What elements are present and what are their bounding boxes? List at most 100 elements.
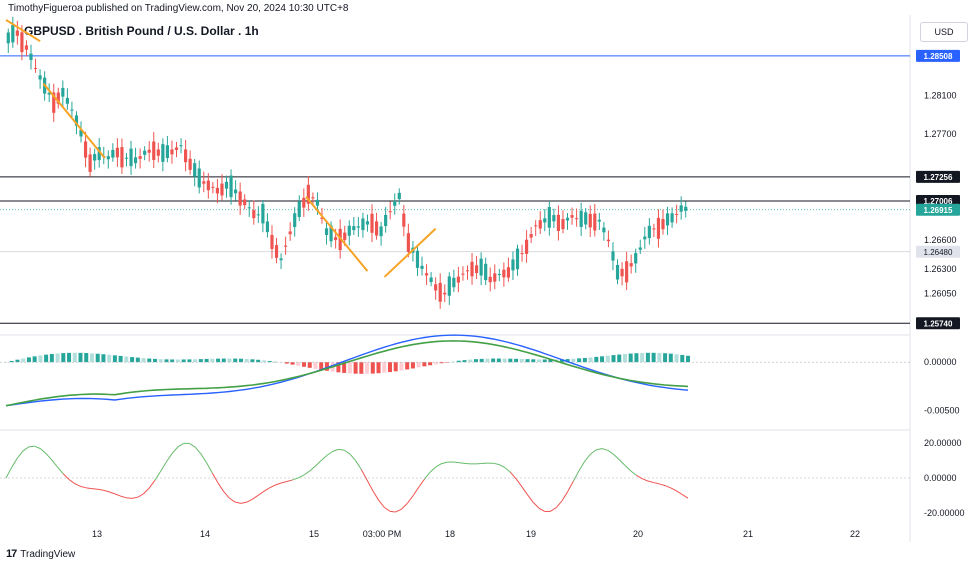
candle-body: [443, 292, 447, 295]
footer-brand[interactable]: 17 TradingView: [6, 548, 75, 560]
candle-body: [70, 109, 74, 111]
oscillator-segment: [406, 495, 414, 504]
histogram-bar: [514, 358, 519, 363]
price-label: 1.25740: [924, 319, 953, 328]
oscillator-segment: [51, 459, 58, 468]
oscillator-segment: [252, 494, 259, 500]
oscillator-segment: [607, 449, 614, 455]
oscillator-segment: [154, 470, 162, 481]
time-axis[interactable]: 13 14 15 03:00 PM 18 19 20 21 22: [92, 529, 860, 539]
oscillator-segment: [498, 464, 505, 468]
oscillator-segment: [561, 491, 569, 502]
oscillator-segment: [555, 500, 563, 509]
candle-body: [488, 276, 492, 283]
oscillator-pane-2[interactable]: [0, 442, 910, 513]
oscillator-segment: [298, 474, 305, 479]
histogram-bar: [101, 354, 106, 363]
candle-body: [461, 273, 465, 275]
histogram-bar: [336, 362, 341, 373]
candle-body: [529, 234, 533, 238]
histogram-bar: [428, 362, 433, 366]
oscillator-segment: [641, 478, 649, 482]
candle-body: [379, 226, 383, 237]
price-axis[interactable]: 1.28508 1.27256 1.27006 1.25740 1.26915 1.264…: [916, 49, 965, 518]
histogram-bar: [233, 358, 238, 363]
oscillator-pane-1[interactable]: [0, 334, 910, 407]
currency-button[interactable]: USD: [920, 22, 968, 42]
histogram-bar: [640, 352, 645, 363]
candle-body: [115, 147, 119, 158]
trendline: [383, 227, 437, 278]
candle-body: [279, 258, 283, 261]
oscillator-segment: [429, 466, 437, 473]
histogram-bar: [342, 362, 347, 373]
candle-body: [675, 213, 679, 215]
histogram-bar: [393, 362, 398, 372]
oscillator-segment: [435, 463, 442, 468]
histogram-bar: [531, 359, 536, 363]
histogram-bar: [577, 358, 582, 363]
price-label: 1.27256: [924, 173, 953, 182]
histogram-bar: [686, 355, 690, 363]
candle-body: [347, 225, 351, 236]
oscillator-segment: [653, 482, 660, 485]
oscillator-segment: [320, 455, 328, 461]
oscillator-segment: [343, 449, 351, 455]
oscillator-segment: [647, 480, 654, 484]
candle-body: [297, 201, 301, 217]
candle-body: [538, 220, 542, 229]
oscillator-segment: [22, 446, 30, 452]
candle-body: [579, 210, 583, 227]
candle-body: [311, 197, 315, 199]
histogram-bar: [61, 353, 66, 363]
oscillator-segment: [372, 490, 379, 501]
histogram-bar: [181, 359, 186, 363]
candle-body: [106, 156, 110, 160]
candle-body: [315, 199, 320, 206]
candle-body: [647, 225, 651, 239]
candle-body: [493, 273, 497, 282]
histogram-bar: [542, 359, 547, 363]
candle-body: [470, 261, 474, 277]
candle-body: [352, 226, 356, 231]
candle-body: [361, 218, 365, 231]
candle-body: [24, 45, 29, 50]
candle-body: [165, 145, 169, 159]
histogram-bar: [38, 355, 43, 363]
time-tick-label: 13: [92, 529, 102, 539]
histogram-bar: [238, 358, 243, 363]
oscillator-segment: [338, 448, 345, 451]
price-tick-label: 1.26300: [924, 264, 957, 274]
histogram-bar: [479, 358, 484, 363]
candle-body: [565, 217, 570, 221]
candle-body: [434, 284, 438, 291]
candle-body: [547, 207, 551, 228]
histogram-bar: [273, 361, 278, 363]
oscillator-segment: [57, 466, 64, 475]
oscillator-segment: [108, 491, 116, 495]
oscillator-segment: [5, 467, 13, 479]
histogram-bar: [124, 356, 129, 363]
candle-body: [324, 228, 329, 235]
candle-body: [465, 270, 470, 272]
oscillator-segment: [332, 448, 339, 452]
histogram-bar: [135, 357, 140, 363]
price-pane[interactable]: [0, 16, 910, 324]
histogram-bar: [588, 357, 593, 363]
histogram-bar: [107, 354, 112, 363]
footer-brand-text: TradingView: [20, 548, 76, 560]
oscillator-segment: [166, 453, 173, 463]
oscillator-segment: [401, 503, 408, 510]
oscillator-segment: [630, 470, 637, 476]
price-label-box: [916, 317, 960, 330]
candle-body: [156, 149, 160, 156]
oscillator-tick-label: 0.00000: [924, 357, 957, 367]
histogram-bar: [456, 360, 461, 363]
price-tick-label: 1.26600: [924, 235, 957, 245]
histogram-bar: [508, 358, 513, 363]
candle-body: [61, 87, 65, 97]
oscillator-segment: [315, 460, 322, 467]
candle-body: [65, 97, 69, 104]
candle-body: [634, 253, 638, 264]
